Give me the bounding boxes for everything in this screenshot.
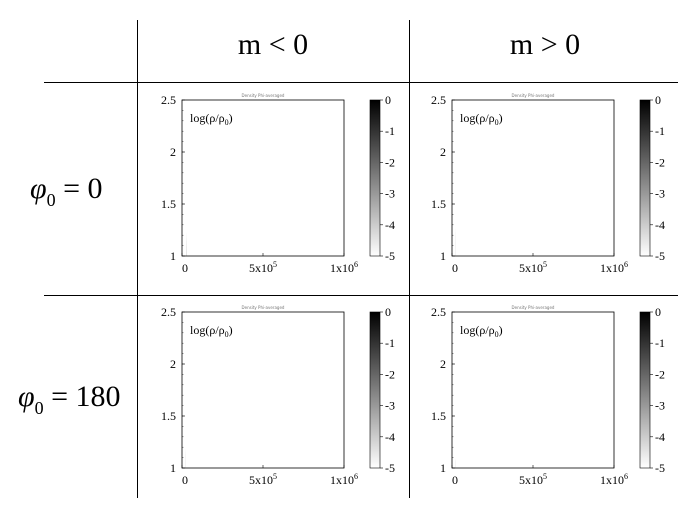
colorbar-tick-label: 0	[385, 305, 391, 319]
density-plot-svg: Density Phi-averaged 1 1.5 2 2.5 0 5x105 1x106 l…	[431, 305, 665, 487]
row-header-phi0-zero: φ0 = 0	[30, 172, 103, 210]
x-tick-label: 5x105	[249, 260, 277, 275]
row-header-phi0-180: φ0 = 180	[18, 380, 121, 418]
colorbar-tick-label: -5	[385, 249, 395, 263]
colorbar-tick-label: -1	[385, 124, 395, 138]
row-header-value: = 0	[63, 172, 103, 205]
colorbar-tick-label: -4	[385, 430, 395, 444]
y-tick-label: 1.5	[431, 197, 446, 211]
colorbar-tick-label: -3	[655, 187, 665, 201]
y-tick-label: 1	[440, 249, 446, 263]
x-tick-label: 5x105	[519, 472, 547, 487]
colorbar-tick-label: -1	[655, 124, 665, 138]
x-tick-label: 5x105	[249, 472, 277, 487]
horizontal-divider-middle	[44, 295, 678, 296]
colorbar	[639, 99, 651, 257]
row-header-symbol: φ	[18, 380, 35, 413]
y-tick-label: 1	[170, 461, 176, 475]
colorbar-tick-label: -5	[655, 461, 665, 475]
horizontal-divider-top	[44, 82, 678, 83]
colorbar-tick-label: -3	[385, 399, 395, 413]
column-header-m-negative: m < 0	[237, 28, 309, 61]
y-tick-label: 2.5	[431, 305, 446, 319]
colorbar	[639, 311, 651, 469]
colorbar-tick-label: -4	[385, 218, 395, 232]
density-plot-svg: Density Phi-averaged 1 1.5 2 2.5 0 5x105 1x106 l…	[161, 305, 395, 487]
plot-title: Density Phi-averaged	[242, 305, 285, 310]
y-tick-label: 2	[170, 145, 176, 159]
plot-panel-phi0-180-m-negative: Density Phi-averaged 1 1.5 2 2.5 0 5x105 1x106 l…	[148, 302, 416, 492]
colorbar-quantity-label: log(ρ/ρ0)	[460, 323, 503, 339]
colorbar-tick-label: -5	[655, 249, 665, 263]
vertical-divider-left	[137, 20, 138, 498]
y-tick-label: 2.5	[161, 93, 176, 107]
colorbar-tick-label: -1	[385, 336, 395, 350]
x-tick-label: 1x106	[330, 472, 358, 487]
colorbar	[369, 99, 381, 257]
y-tick-label: 1.5	[161, 197, 176, 211]
x-tick-label: 0	[182, 261, 188, 275]
x-tick-label: 1x106	[600, 260, 628, 275]
y-tick-label: 1.5	[431, 409, 446, 423]
colorbar-tick-label: -4	[655, 218, 665, 232]
x-tick-label: 0	[452, 473, 458, 487]
plot-panel-phi0-0-m-negative: Density Phi-averaged 1 1.5 2 2.5 0 5x105 1x106 l…	[148, 90, 416, 280]
y-tick-label: 1.5	[161, 409, 176, 423]
x-tick-label: 1x106	[330, 260, 358, 275]
plot-panel-phi0-180-m-positive: Density Phi-averaged 1 1.5 2 2.5 0 5x105 1x106 l…	[418, 302, 686, 492]
contour-band	[186, 163, 344, 256]
x-tick-label: 1x106	[600, 472, 628, 487]
y-tick-label: 2	[440, 357, 446, 371]
colorbar-tick-label: -1	[655, 336, 665, 350]
colorbar	[369, 311, 381, 469]
colorbar-quantity-label: log(ρ/ρ0)	[190, 111, 233, 127]
row-header-subscript: 0	[34, 398, 44, 418]
column-header-m-positive: m > 0	[509, 28, 581, 61]
colorbar-tick-label: -2	[655, 155, 665, 169]
row-header-symbol: φ	[30, 172, 47, 205]
colorbar-tick-label: -5	[385, 461, 395, 475]
density-plot-svg: Density Phi-averaged 1 1.5 2 2.5 0 5x105 1x106 l…	[161, 93, 395, 275]
colorbar-tick-label: -2	[385, 367, 395, 381]
colorbar-tick-label: -3	[655, 399, 665, 413]
colorbar-tick-label: -4	[655, 430, 665, 444]
row-header-subscript: 0	[46, 190, 56, 210]
colorbar-tick-label: -2	[385, 155, 395, 169]
y-tick-label: 2.5	[431, 93, 446, 107]
colorbar-tick-label: 0	[385, 93, 391, 107]
plot-title: Density Phi-averaged	[512, 93, 555, 98]
y-tick-label: 1	[170, 249, 176, 263]
colorbar-tick-label: 0	[655, 305, 661, 319]
colorbar-quantity-label: log(ρ/ρ0)	[460, 111, 503, 127]
y-tick-label: 2.5	[161, 305, 176, 319]
contour-band	[185, 442, 344, 468]
plot-panel-phi0-0-m-positive: Density Phi-averaged 1 1.5 2 2.5 0 5x105 1x106 l…	[418, 90, 686, 280]
x-tick-label: 0	[452, 261, 458, 275]
colorbar-quantity-label: log(ρ/ρ0)	[190, 323, 233, 339]
x-tick-label: 0	[182, 473, 188, 487]
plot-title: Density Phi-averaged	[512, 305, 555, 310]
density-plot-svg: Density Phi-averaged 1 1.5 2 2.5 0 5x105 1x106 l…	[431, 93, 665, 275]
colorbar-tick-label: 0	[655, 93, 661, 107]
y-tick-label: 2	[440, 145, 446, 159]
y-tick-label: 1	[440, 461, 446, 475]
colorbar-tick-label: -3	[385, 187, 395, 201]
contour-band	[455, 173, 614, 256]
plot-title: Density Phi-averaged	[242, 93, 285, 98]
colorbar-tick-label: -2	[655, 367, 665, 381]
contour-band	[455, 440, 614, 468]
row-header-value: = 180	[51, 380, 121, 413]
vertical-divider-middle	[409, 20, 410, 498]
x-tick-label: 5x105	[519, 260, 547, 275]
y-tick-label: 2	[170, 357, 176, 371]
